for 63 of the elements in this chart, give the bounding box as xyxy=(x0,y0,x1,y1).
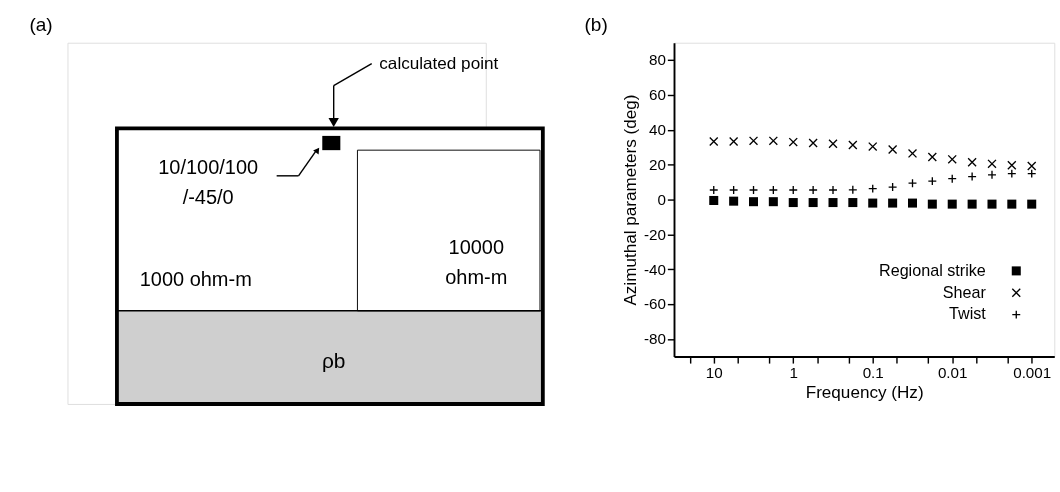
point xyxy=(788,137,798,147)
legend-label: Twist xyxy=(949,304,987,323)
x-tick-label: 0.01 xyxy=(937,363,968,381)
text: calculated point xyxy=(379,54,499,74)
point xyxy=(808,198,818,208)
text: 10000 ohm-m xyxy=(445,235,508,289)
point xyxy=(908,198,918,208)
point xyxy=(987,159,997,169)
point xyxy=(709,195,719,205)
point xyxy=(748,185,759,195)
point xyxy=(748,136,759,146)
text: ρb xyxy=(321,348,346,372)
y-tick-label: -40 xyxy=(643,260,666,278)
point xyxy=(887,182,898,192)
point xyxy=(848,198,858,208)
point xyxy=(808,138,818,148)
chart-title: (b) xyxy=(584,14,608,36)
x-tick-label: 10 xyxy=(705,363,723,381)
x-tick-label: 0.001 xyxy=(1013,363,1052,381)
y-tick-label: 80 xyxy=(649,51,666,69)
point xyxy=(1027,199,1037,209)
point xyxy=(788,198,798,208)
point xyxy=(828,139,838,149)
point xyxy=(729,196,739,206)
point xyxy=(868,198,878,208)
point xyxy=(1007,160,1017,170)
text: 10/100/100 /-45/0 xyxy=(158,155,259,209)
y-tick-label: 60 xyxy=(649,86,666,104)
point xyxy=(1027,161,1037,171)
point xyxy=(967,157,977,167)
y-tick-label: -80 xyxy=(643,330,666,348)
point xyxy=(888,198,898,208)
point xyxy=(768,136,778,146)
text: (a) xyxy=(29,14,53,36)
point xyxy=(768,197,778,207)
point xyxy=(1007,199,1017,209)
y-tick-label: 20 xyxy=(649,155,666,173)
y-tick-label: 0 xyxy=(657,190,666,208)
y-tick-label: -60 xyxy=(643,295,666,313)
point xyxy=(967,199,977,209)
point xyxy=(927,199,937,209)
x-axis-title: Frequency (Hz) xyxy=(805,382,924,402)
legend-label: Shear xyxy=(942,282,987,301)
point xyxy=(947,154,957,164)
point xyxy=(709,136,719,147)
point xyxy=(927,152,937,162)
y-axis-title: Azimuthal parameters (deg) xyxy=(621,94,641,306)
point xyxy=(907,148,918,159)
x-tick-label: 1 xyxy=(789,363,798,381)
legend-label: Regional strike xyxy=(878,260,986,279)
y-tick-label: -20 xyxy=(643,225,666,243)
point xyxy=(729,136,739,147)
point xyxy=(947,199,957,209)
point xyxy=(887,144,898,155)
y-tick-label: 40 xyxy=(649,121,666,139)
text: 1000 ohm-m xyxy=(139,268,252,291)
point xyxy=(848,140,858,150)
point xyxy=(868,141,878,152)
point xyxy=(749,197,759,207)
point xyxy=(987,199,997,209)
point xyxy=(729,185,739,195)
x-tick-label: 0.1 xyxy=(862,363,884,381)
point xyxy=(828,198,838,208)
